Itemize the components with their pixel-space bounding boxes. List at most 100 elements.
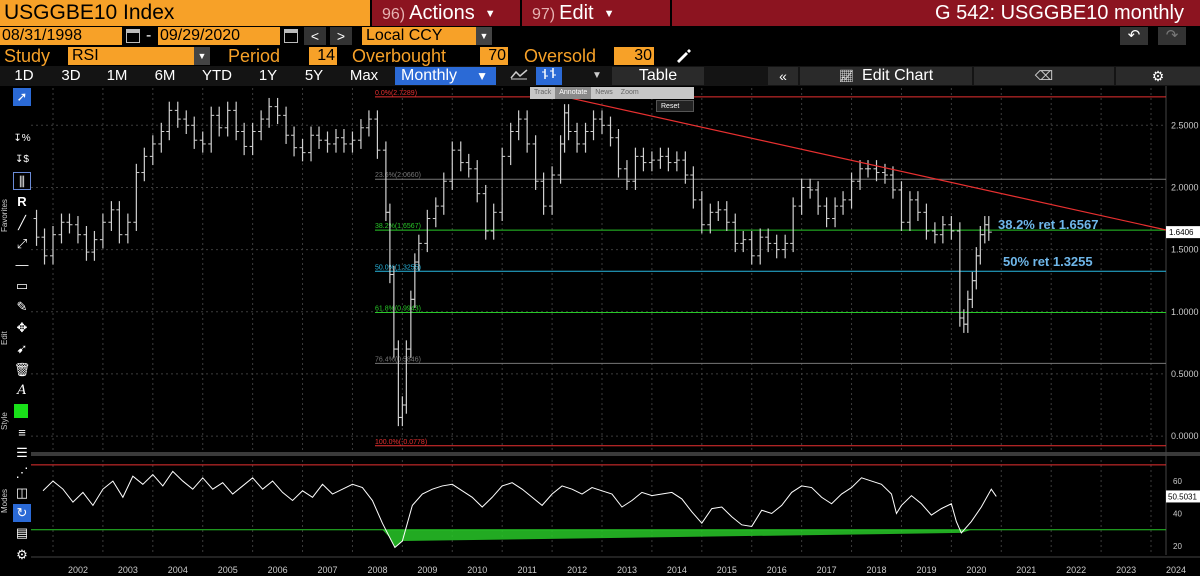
edit-label: Edit — [559, 2, 594, 24]
rsi-tick-label: 20 — [1173, 542, 1182, 551]
bar-chart-icon[interactable] — [536, 67, 562, 85]
table-button[interactable]: Table — [612, 67, 704, 85]
regression-icon[interactable]: R — [17, 194, 27, 209]
end-date-field[interactable]: 09/29/2020 — [158, 27, 280, 45]
layers-icon[interactable]: ▤ — [15, 525, 29, 540]
line-weight-icon[interactable]: ≡ — [18, 425, 26, 440]
date-bar: 08/31/1998 - 09/29/2020 < > Local CCY ▼ … — [0, 26, 1200, 46]
left-toolbar: ➚ ↧% ↧$ ⫼ R ╱ ⤢ — ▭ ✎ ✥ ➹ 🗑︎ A ≡ ☰ ⋰ ◫ ↻… — [0, 86, 31, 576]
redo-button[interactable]: ↷ — [1158, 27, 1186, 45]
range-max-button[interactable]: Max — [349, 67, 379, 84]
fibonacci-icon[interactable]: ⫼ — [13, 172, 31, 190]
x-tick-label: 2005 — [218, 565, 238, 575]
prev-period-button[interactable]: < — [304, 27, 326, 45]
period-field[interactable]: 14 — [309, 47, 337, 65]
range-3d-button[interactable]: 3D — [61, 67, 81, 84]
fib-level-label: 61.8%(0.9943) — [375, 305, 421, 312]
range-1m-button[interactable]: 1M — [106, 67, 128, 84]
study-bar: Study RSI ▼ Period 14 Overbought 70 Over… — [0, 46, 1200, 66]
frequency-select[interactable]: Monthly ▼ — [395, 67, 496, 85]
crosshair-icon[interactable]: ◫ — [15, 485, 29, 500]
horizontal-line-icon[interactable]: — — [15, 257, 29, 272]
chevron-down-icon[interactable]: ▼ — [592, 70, 602, 81]
trend-percent-icon[interactable]: ↧% — [13, 133, 31, 144]
annotate-toolbar: Track Annotate News Zoom — [530, 87, 694, 99]
ticker-field[interactable]: USGGBE10 Index — [0, 0, 370, 26]
x-tick-label: 2007 — [318, 565, 338, 575]
trend-dollar-icon[interactable]: ↧$ — [15, 154, 29, 165]
chart-toolbar: 1D 3D 1M 6M YTD 1Y 5Y Max Monthly ▼ ▼ Ta… — [0, 66, 1200, 86]
edit-shortcut: 97) — [532, 6, 556, 23]
currency-value: Local CCY — [366, 27, 443, 44]
range-1y-button[interactable]: 1Y — [258, 67, 278, 84]
trash-icon[interactable]: 🗑︎ — [13, 362, 31, 377]
start-date-field[interactable]: 08/31/1998 — [0, 27, 122, 45]
refresh-icon[interactable]: ↻ — [13, 504, 31, 522]
currency-select[interactable]: Local CCY ▼ — [362, 27, 492, 45]
track-tab[interactable]: Track — [534, 89, 552, 96]
chevron-down-icon: ▼ — [476, 69, 488, 83]
last-price-tag — [1166, 226, 1200, 239]
overbought-field[interactable]: 70 — [480, 47, 508, 65]
pencil-icon[interactable]: ✎ — [16, 299, 28, 314]
edit-chart-button[interactable]: 📈︎ Edit Chart — [800, 67, 972, 85]
range-ytd-button[interactable]: YTD — [202, 67, 232, 84]
calendar-icon[interactable] — [284, 29, 298, 43]
oversold-field[interactable]: 30 — [614, 47, 654, 65]
eraser-icon[interactable]: ⌫ — [974, 67, 1114, 85]
chart-title: G 542: USGGBE10 monthly — [672, 0, 1200, 26]
chevron-down-icon: ▼ — [484, 7, 496, 20]
reset-button[interactable]: Reset — [656, 100, 694, 112]
settings-gear-icon[interactable]: ⚙ — [16, 547, 28, 562]
channel-icon[interactable]: ⤢ — [16, 236, 28, 251]
x-tick-label: 2013 — [617, 565, 637, 575]
x-tick-label: 2019 — [916, 565, 936, 575]
study-select[interactable]: RSI ▼ — [68, 47, 210, 65]
color-swatch[interactable] — [14, 404, 28, 418]
line-chart-icon[interactable] — [506, 67, 532, 85]
x-tick-label: 2006 — [268, 565, 288, 575]
collapse-button[interactable]: « — [768, 67, 798, 85]
next-period-button[interactable]: > — [330, 27, 352, 45]
edit-chart-label: Edit Chart — [862, 67, 934, 84]
fib-level-label: 38.2%(1.6567) — [375, 223, 421, 230]
fib-level-label: 100.0%(-0.0778) — [375, 439, 427, 446]
edit-chart-icon: 📈︎ — [838, 69, 855, 83]
title-bar: USGGBE10 Index 96) Actions ▼ 97) Edit ▼ G 54… — [0, 0, 1200, 26]
price-chart[interactable]: 2002 2003 2004 2005 2006 2007 2008 2009 2010 2011… — [31, 86, 1200, 576]
pane-divider — [31, 452, 1200, 456]
undo-button[interactable]: ↶ — [1120, 27, 1148, 45]
calendar-icon[interactable] — [126, 29, 140, 43]
gear-icon[interactable]: ⚙ — [1116, 67, 1200, 85]
trendline — [564, 96, 1177, 233]
rectangle-icon[interactable]: ▭ — [15, 278, 29, 293]
range-6m-button[interactable]: 6M — [154, 67, 176, 84]
move-icon[interactable]: ✥ — [16, 320, 28, 335]
actions-menu-button[interactable]: 96) Actions ▼ — [372, 0, 520, 26]
x-tick-label: 2022 — [1066, 565, 1086, 575]
news-tab[interactable]: News — [595, 89, 613, 96]
style-label: Style — [0, 412, 9, 430]
ret-382-label: 38.2% ret 1.6567 — [998, 217, 1099, 232]
zoom-tab[interactable]: Zoom — [620, 89, 639, 96]
x-tick-label: 2012 — [567, 565, 587, 575]
range-1d-button[interactable]: 1D — [14, 67, 34, 84]
line-tool-icon[interactable]: ╱ — [18, 215, 26, 230]
arrow-cursor-icon[interactable]: ➹ — [16, 341, 28, 356]
range-5y-button[interactable]: 5Y — [304, 67, 324, 84]
annotate-tab[interactable]: Annotate — [555, 87, 592, 99]
overbought-label: Overbought — [352, 46, 447, 66]
x-tick-label: 2018 — [867, 565, 887, 575]
line-style-icon[interactable]: ☰ — [16, 445, 28, 460]
edit-menu-button[interactable]: 97) Edit ▼ — [522, 0, 670, 26]
pen-icon[interactable] — [674, 48, 692, 64]
actions-shortcut: 96) — [382, 6, 406, 23]
rsi-last-tag — [1166, 490, 1200, 503]
x-tick-label: 2004 — [168, 565, 188, 575]
x-tick-label: 2010 — [467, 565, 487, 575]
chevron-down-icon: ▼ — [194, 47, 210, 65]
study-value: RSI — [72, 47, 99, 64]
pointer-icon[interactable]: ➚ — [13, 88, 31, 106]
modes-icon[interactable]: ⋰ — [15, 465, 29, 480]
font-icon[interactable]: A — [17, 383, 27, 398]
